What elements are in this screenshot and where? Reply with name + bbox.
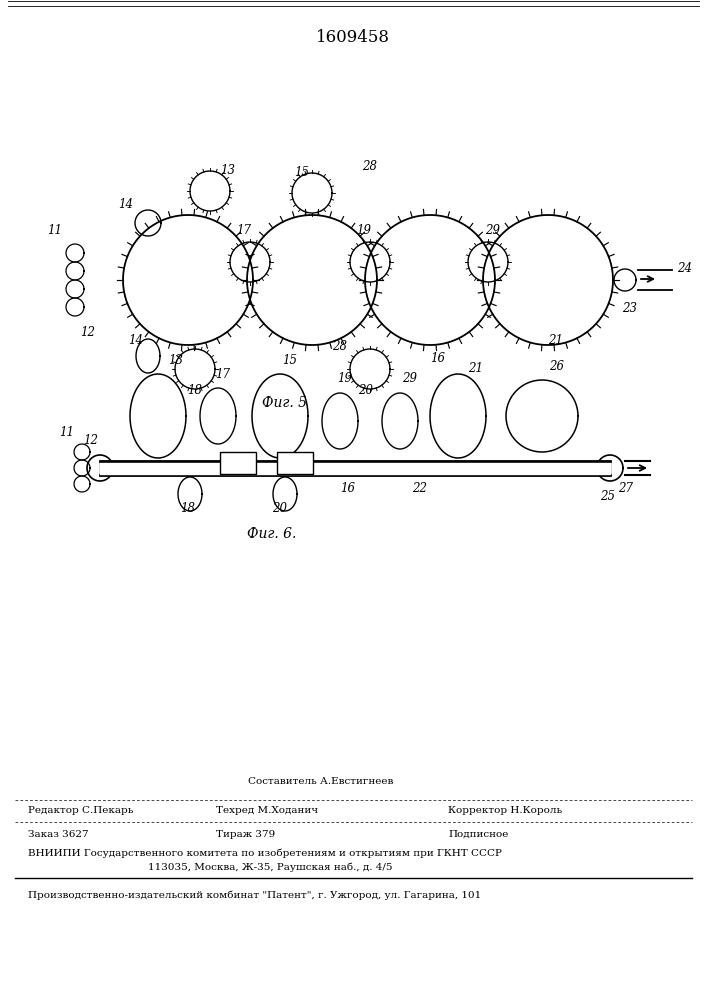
Text: 25: 25 xyxy=(600,489,616,502)
Text: Заказ 3627: Заказ 3627 xyxy=(28,830,88,839)
Bar xyxy=(220,452,256,474)
Text: 16: 16 xyxy=(341,483,356,495)
Text: 13: 13 xyxy=(168,354,184,366)
Text: Тираж 379: Тираж 379 xyxy=(216,830,275,839)
Text: 15: 15 xyxy=(295,166,310,180)
Text: 20: 20 xyxy=(358,384,373,397)
Text: 19: 19 xyxy=(337,372,353,385)
Text: 11: 11 xyxy=(59,426,74,438)
Text: 22: 22 xyxy=(412,483,428,495)
Text: 113035, Москва, Ж-35, Раушская наб., д. 4/5: 113035, Москва, Ж-35, Раушская наб., д. … xyxy=(148,862,392,871)
Text: Корректор Н.Король: Корректор Н.Король xyxy=(448,806,562,815)
Text: 18: 18 xyxy=(187,384,202,397)
Text: 26: 26 xyxy=(549,360,564,372)
Text: 17: 17 xyxy=(237,224,252,236)
Text: 19: 19 xyxy=(356,224,371,236)
Text: 21: 21 xyxy=(469,361,484,374)
Text: 13: 13 xyxy=(221,164,235,178)
Text: Техред М.Ходанич: Техред М.Ходанич xyxy=(216,806,318,815)
Text: Подписное: Подписное xyxy=(448,830,508,839)
Text: 24: 24 xyxy=(677,261,692,274)
Text: 18: 18 xyxy=(180,502,196,514)
Text: Редактор С.Пекарь: Редактор С.Пекарь xyxy=(28,806,134,815)
Text: 20: 20 xyxy=(272,502,288,514)
Text: 16: 16 xyxy=(431,353,445,365)
Text: 28: 28 xyxy=(363,160,378,174)
Text: 27: 27 xyxy=(619,482,633,494)
Text: Производственно-издательский комбинат "Патент", г. Ужгород, ул. Гагарина, 101: Производственно-издательский комбинат "П… xyxy=(28,890,481,900)
Text: 29: 29 xyxy=(402,372,418,385)
Text: 11: 11 xyxy=(47,224,62,236)
Text: Фиг. 5: Фиг. 5 xyxy=(262,396,308,410)
Text: 12: 12 xyxy=(83,434,98,446)
Bar xyxy=(277,452,313,474)
Text: 14: 14 xyxy=(129,334,144,348)
Text: 1609458: 1609458 xyxy=(316,29,390,46)
Text: 14: 14 xyxy=(119,198,134,212)
Text: 15: 15 xyxy=(283,354,298,366)
Text: 23: 23 xyxy=(622,302,638,314)
Text: 29: 29 xyxy=(486,224,501,236)
Text: 28: 28 xyxy=(332,340,348,353)
Text: Фиг. 6.: Фиг. 6. xyxy=(247,527,297,541)
Text: 17: 17 xyxy=(216,367,230,380)
Text: 21: 21 xyxy=(549,334,563,347)
Text: ВНИИПИ Государственного комитета по изобретениям и открытиям при ГКНТ СССР: ВНИИПИ Государственного комитета по изоб… xyxy=(28,848,502,857)
Text: 12: 12 xyxy=(81,326,95,338)
Text: Составитель А.Евстигнеев: Составитель А.Евстигнеев xyxy=(248,777,393,786)
